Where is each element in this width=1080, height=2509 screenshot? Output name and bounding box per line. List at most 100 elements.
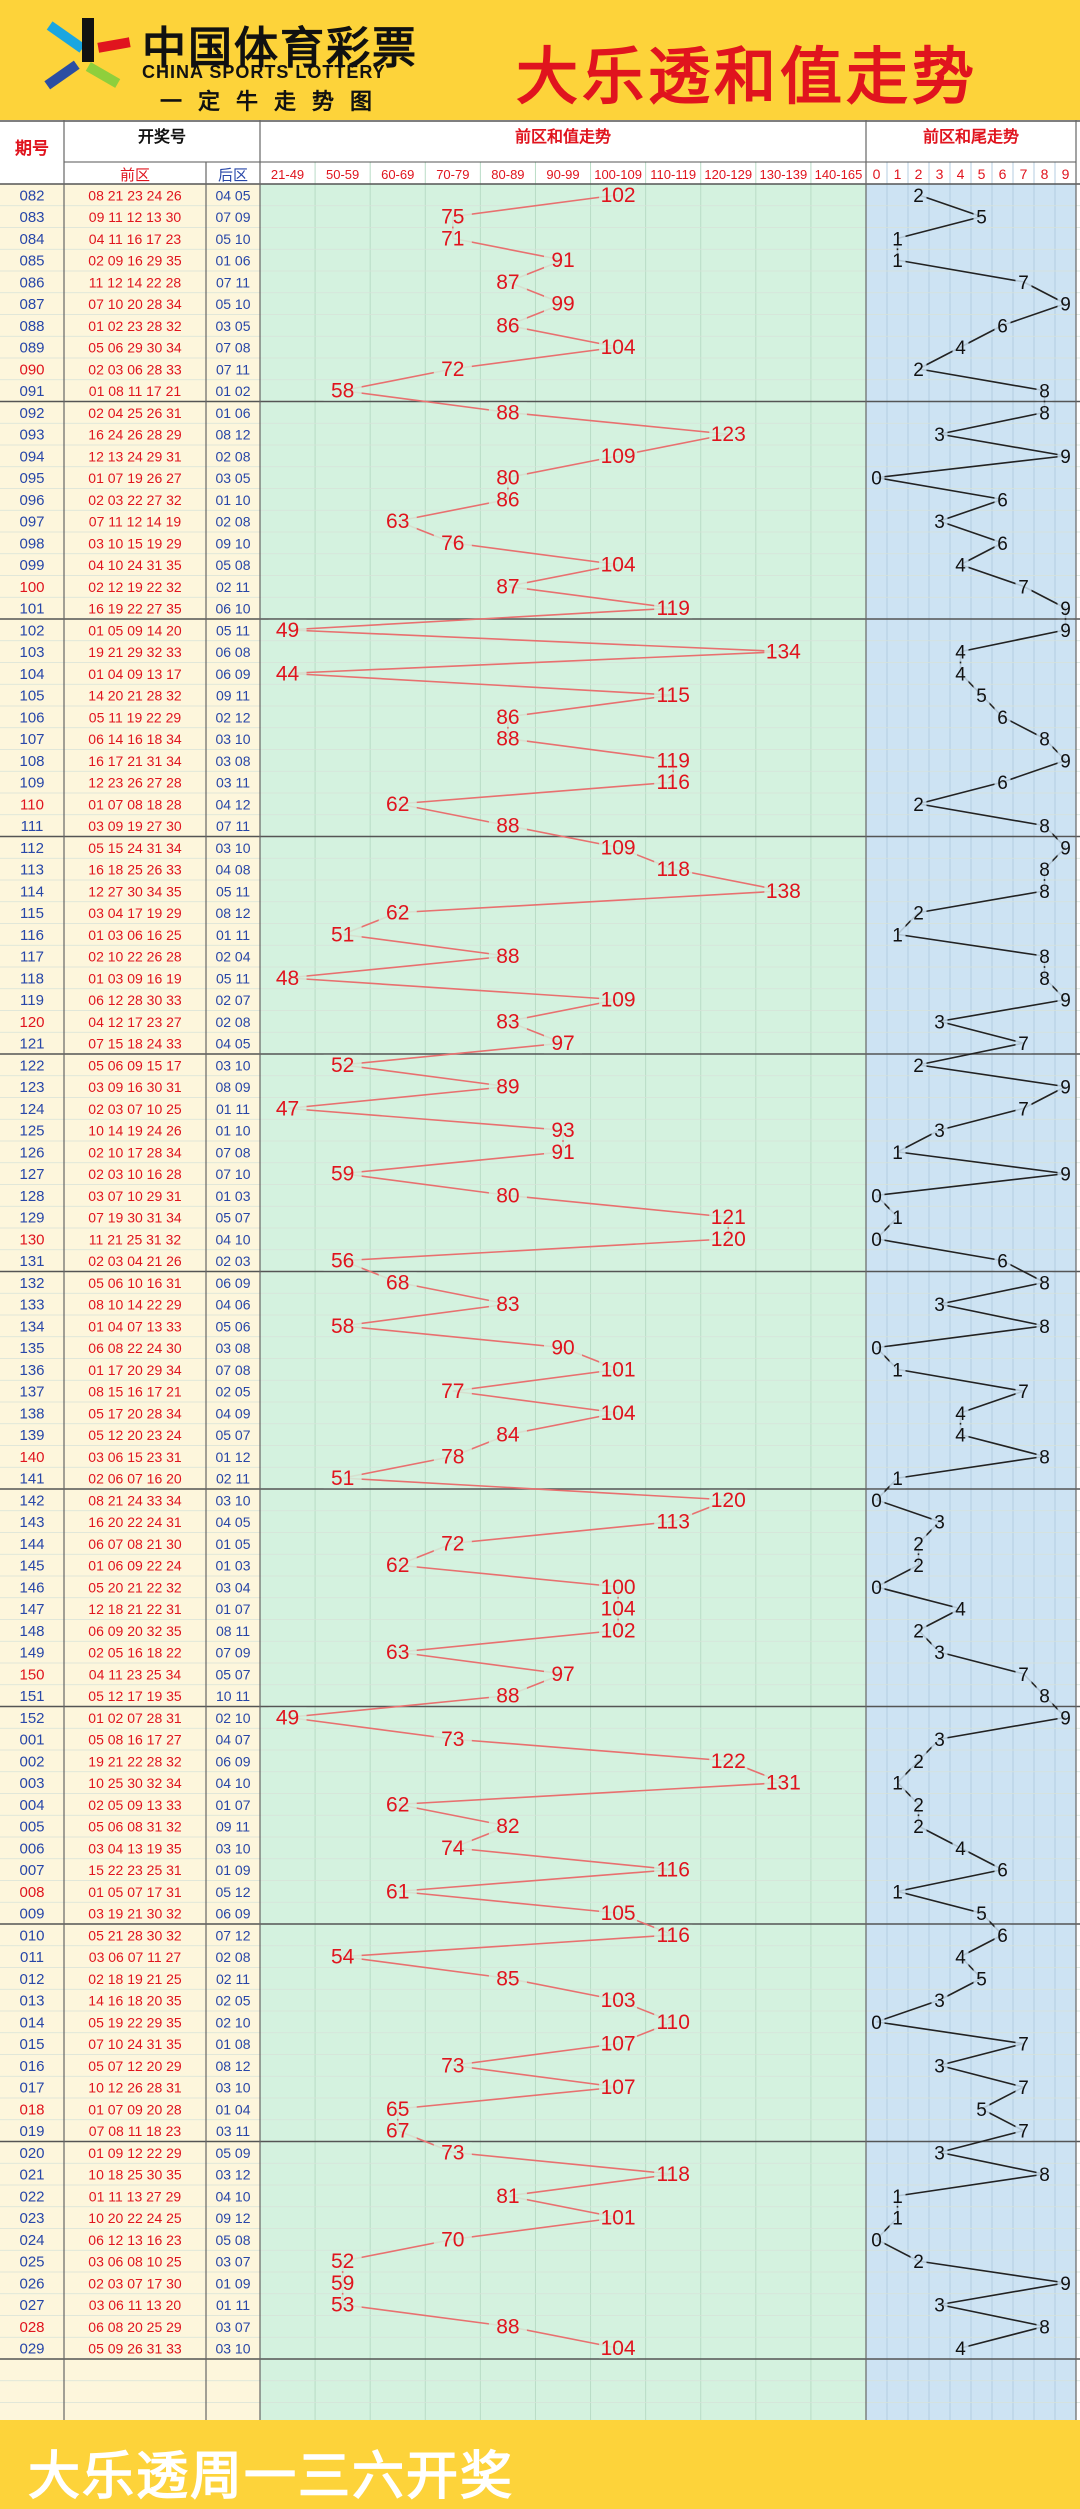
sum-trend-segment (287, 629, 784, 653)
period-label: 120 (19, 1014, 44, 1031)
front-numbers: 03 04 17 19 29 (88, 905, 182, 921)
tail-digit-label: 7 (1020, 166, 1028, 182)
tail-value-point: 7 (1018, 2122, 1029, 2143)
sum-trend-segment (397, 1868, 674, 1893)
sum-trend-header: 前区和值走势 (515, 127, 611, 146)
period-label: 009 (19, 1906, 44, 1923)
period-label: 150 (19, 1666, 44, 1683)
sum-value-point: 104 (601, 1402, 636, 1425)
tail-digit-label: 9 (1062, 166, 1070, 182)
sum-value-backdrop (654, 1511, 693, 1532)
tail-value-backdrop (1057, 1076, 1074, 1097)
front-numbers: 01 03 06 16 25 (88, 927, 182, 943)
tail-value-point: 8 (1039, 969, 1050, 990)
tail-value-backdrop (1036, 402, 1053, 423)
back-numbers: 07 08 (215, 340, 250, 356)
tail-value-backdrop (1057, 598, 1074, 619)
sum-value-backdrop (378, 2098, 417, 2119)
period-label: 125 (19, 1123, 44, 1140)
tail-value-backdrop (910, 1620, 927, 1641)
front-numbers: 14 20 21 28 32 (88, 688, 182, 704)
sum-bucket-label: 140-165 (815, 167, 863, 182)
sum-value-backdrop (599, 837, 638, 858)
tail-value-backdrop (994, 706, 1011, 727)
front-numbers: 05 09 26 31 33 (88, 2341, 182, 2357)
sum-value-point: 118 (656, 2163, 689, 2186)
front-numbers: 03 04 13 19 35 (88, 1840, 182, 1856)
period-label: 128 (19, 1188, 44, 1205)
tail-value-point: 8 (1039, 403, 1050, 424)
front-numbers: 06 14 16 18 34 (88, 731, 182, 747)
period-label: 102 (19, 622, 44, 639)
sum-trend-segment (287, 1107, 564, 1131)
period-label: 143 (19, 1514, 44, 1531)
period-label: 152 (19, 1710, 44, 1727)
tail-value-backdrop (994, 532, 1011, 553)
tail-value-backdrop (973, 685, 990, 706)
sum-value-backdrop (654, 685, 693, 706)
back-numbers: 03 11 (216, 2123, 250, 2139)
tail-value-backdrop (868, 2229, 885, 2250)
brand-english-name: CHINA SPORTS LOTTERY (142, 62, 386, 82)
tail-value-backdrop (889, 1772, 906, 1793)
period-label: 097 (19, 514, 44, 531)
sum-value-backdrop (544, 293, 582, 314)
back-numbers: 07 09 (215, 1645, 250, 1661)
back-numbers: 05 07 (215, 1210, 250, 1226)
tail-trend-segment (897, 2173, 1045, 2197)
sum-value-point: 84 (496, 1424, 520, 1447)
tail-trend-segment (939, 2303, 1045, 2328)
tail-value-backdrop (1015, 1098, 1032, 1119)
back-numbers: 08 12 (215, 427, 250, 443)
back-numbers: 06 09 (215, 1906, 250, 1922)
sum-value-backdrop (323, 1315, 362, 1336)
tail-trend-segment (918, 803, 1045, 827)
tail-trend-segment (897, 933, 1045, 957)
period-label: 145 (19, 1558, 44, 1575)
period-label: 099 (19, 557, 44, 574)
sum-value-point: 134 (766, 641, 801, 664)
tail-trend-segment (897, 1890, 982, 1914)
period-label: 109 (19, 775, 44, 792)
period-label: 008 (19, 1884, 44, 1901)
back-numbers: 05 07 (215, 1427, 250, 1443)
sum-value-point: 88 (496, 815, 519, 838)
period-label: 144 (19, 1536, 44, 1553)
tail-value-point: 8 (1039, 730, 1050, 751)
tail-value-point: 8 (1039, 860, 1050, 881)
tail-trend-segment (939, 1651, 1024, 1675)
sum-value-backdrop (599, 1598, 638, 1619)
period-label: 087 (19, 296, 44, 313)
front-numbers: 01 08 11 17 21 (89, 383, 182, 399)
front-numbers: 03 06 08 10 25 (88, 2254, 182, 2270)
tail-value-backdrop (910, 1794, 927, 1815)
tail-value-backdrop (889, 1468, 906, 1489)
sum-value-point: 59 (331, 1163, 354, 1186)
back-numbers: 02 08 (215, 1014, 250, 1030)
front-numbers: 02 03 07 17 30 (88, 2275, 182, 2291)
tail-value-backdrop (1036, 2316, 1053, 2337)
tail-value-point: 3 (934, 2056, 945, 2077)
tail-value-backdrop (1036, 1446, 1053, 1467)
sum-value-point: 86 (496, 314, 519, 337)
period-label: 007 (19, 1862, 44, 1879)
back-numbers: 03 10 (215, 840, 250, 856)
sum-value-backdrop (433, 2055, 472, 2076)
tail-value-backdrop (1036, 1685, 1053, 1706)
sum-bucket-label: 50-59 (326, 167, 359, 182)
tail-value-backdrop (910, 1555, 927, 1576)
back-numbers: 04 07 (215, 1732, 250, 1748)
tail-value-backdrop (868, 1576, 885, 1597)
sum-value-point: 88 (496, 1685, 519, 1708)
sum-value-backdrop (599, 2077, 638, 2098)
tail-value-point: 5 (976, 686, 987, 707)
tail-value-backdrop (1015, 1381, 1032, 1402)
sum-trend-segment (397, 2086, 619, 2110)
sum-value-point: 83 (496, 1010, 519, 1033)
tail-value-backdrop (910, 184, 927, 205)
back-numbers: 05 06 (215, 1318, 250, 1334)
sum-value-point: 52 (331, 1054, 354, 1077)
header-banner: 中国体育彩票 CHINA SPORTS LOTTERY 一定牛走势图 大乐透和值… (0, 0, 1080, 120)
sum-value-point: 78 (441, 1445, 464, 1468)
period-label: 004 (19, 1797, 44, 1814)
